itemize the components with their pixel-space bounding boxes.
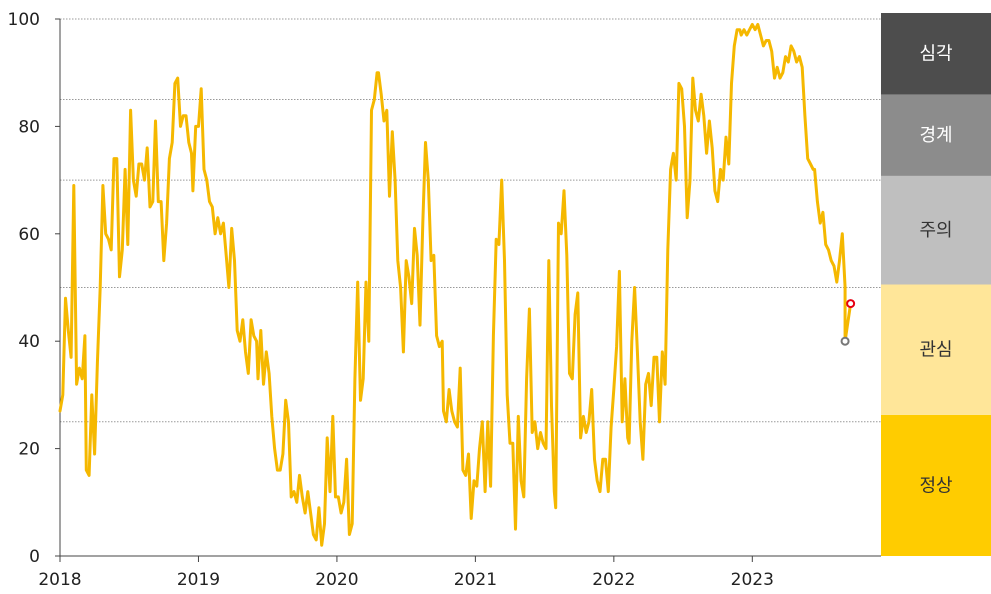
band-label: 관심 — [919, 340, 952, 361]
y-tick-label: 20 — [18, 440, 40, 460]
band-label: 정상 — [919, 475, 952, 496]
y-tick-label: 0 — [29, 547, 40, 567]
x-tick-label: 2019 — [177, 570, 220, 590]
gridlines — [60, 18, 881, 423]
x-tick-label: 2021 — [454, 570, 497, 590]
threshold-bands: 정상 관심 주의 경계 심각 — [881, 13, 991, 556]
axes — [59, 19, 881, 557]
x-tick-labels: 2018 2019 2020 2021 2022 2023 — [38, 556, 774, 590]
band-label: 경계 — [919, 125, 952, 146]
x-tick-label: 2020 — [315, 570, 358, 590]
x-tick-label: 2022 — [592, 570, 635, 590]
y-tick-label: 40 — [18, 332, 40, 352]
band-1 — [881, 284, 991, 415]
band-4 — [881, 13, 991, 95]
band-label: 주의 — [919, 220, 952, 241]
series-line — [58, 22, 847, 547]
end-markers — [840, 299, 856, 346]
x-tick-label: 2018 — [38, 570, 81, 590]
series-group — [58, 22, 853, 547]
end-marker-0 — [840, 336, 850, 346]
band-label: 심각 — [919, 44, 952, 65]
y-tick-label: 60 — [18, 225, 40, 245]
band-0 — [881, 414, 991, 556]
band-2 — [881, 175, 991, 285]
y-tick-label: 100 — [8, 10, 40, 30]
x-tick-label: 2023 — [731, 570, 774, 590]
end-marker-1 — [846, 299, 856, 309]
series-line-tail — [843, 287, 853, 343]
y-tick-label: 80 — [18, 117, 40, 137]
y-tick-labels: 0 20 40 60 80 100 — [8, 10, 60, 567]
band-3 — [881, 94, 991, 176]
